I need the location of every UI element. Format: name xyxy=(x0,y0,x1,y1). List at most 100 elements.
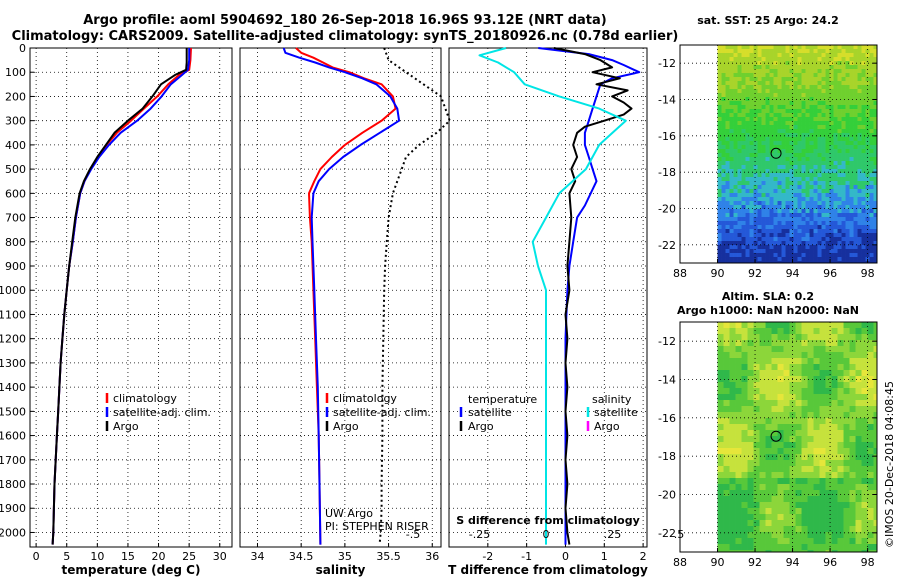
field-cell xyxy=(853,149,858,154)
field-cell xyxy=(773,225,778,230)
field-cell xyxy=(809,205,814,210)
field-cell xyxy=(745,221,750,226)
field-cell xyxy=(845,153,850,158)
field-cell xyxy=(725,109,730,114)
field-cell xyxy=(735,502,742,509)
field-cell xyxy=(717,478,724,485)
field-cell xyxy=(765,181,770,186)
field-cell xyxy=(817,97,822,102)
field-cell xyxy=(809,153,814,158)
field-cell xyxy=(737,133,742,138)
field-cell xyxy=(761,177,766,182)
field-cell xyxy=(793,97,798,102)
field-cell xyxy=(837,137,842,142)
field-cell xyxy=(813,229,818,234)
field-cell xyxy=(817,225,822,230)
field-cell xyxy=(717,89,722,94)
field-cell xyxy=(793,237,798,242)
field-cell xyxy=(749,129,754,134)
field-cell xyxy=(855,406,862,413)
field-cell xyxy=(819,400,826,407)
field-cell xyxy=(813,478,820,485)
field-cell xyxy=(797,249,802,254)
field-cell xyxy=(769,249,774,254)
field-cell xyxy=(797,245,802,250)
field-cell xyxy=(837,514,844,521)
field-cell xyxy=(741,189,746,194)
field-cell xyxy=(789,173,794,178)
field-cell xyxy=(753,165,758,170)
field-cell xyxy=(765,442,772,449)
field-cell xyxy=(781,73,786,78)
field-cell xyxy=(813,442,820,449)
field-cell xyxy=(837,328,844,335)
field-cell xyxy=(795,430,802,437)
field-cell xyxy=(809,145,814,150)
field-cell xyxy=(845,249,850,254)
field-cell xyxy=(867,406,874,413)
field-cell xyxy=(829,117,834,122)
map-lat-label: -12 xyxy=(658,335,676,348)
field-cell xyxy=(789,61,794,66)
field-cell xyxy=(797,169,802,174)
field-cell xyxy=(857,45,862,50)
field-cell xyxy=(869,113,874,118)
field-cell xyxy=(759,490,766,497)
field-cell xyxy=(813,77,818,82)
field-cell xyxy=(789,478,796,485)
field-cell xyxy=(741,105,746,110)
field-cell xyxy=(723,376,730,383)
field-cell xyxy=(867,490,874,497)
field-cell xyxy=(789,496,796,503)
field-cell xyxy=(789,49,794,54)
field-cell xyxy=(725,45,730,50)
field-cell xyxy=(805,257,810,262)
field-cell xyxy=(729,526,736,533)
field-cell xyxy=(813,157,818,162)
map-lon-label: 88 xyxy=(673,556,687,569)
legend-label: Argo xyxy=(468,420,494,433)
field-cell xyxy=(759,430,766,437)
field-cell xyxy=(777,65,782,70)
field-cell xyxy=(761,61,766,66)
field-cell xyxy=(869,89,874,94)
field-cell xyxy=(717,430,724,437)
field-cell xyxy=(817,157,822,162)
field-cell xyxy=(783,412,790,419)
field-cell xyxy=(861,181,866,186)
field-cell xyxy=(825,113,830,118)
field-cell xyxy=(741,394,748,401)
field-cell xyxy=(817,169,822,174)
field-cell xyxy=(857,105,862,110)
field-cell xyxy=(837,406,844,413)
field-cell xyxy=(759,532,766,539)
field-cell xyxy=(729,334,736,341)
field-cell xyxy=(845,85,850,90)
field-cell xyxy=(829,197,834,202)
field-cell xyxy=(807,550,814,553)
field-cell xyxy=(759,400,766,407)
field-cell xyxy=(853,181,858,186)
field-cell xyxy=(831,400,838,407)
field-cell xyxy=(745,113,750,118)
field-cell xyxy=(795,496,802,503)
field-cell xyxy=(781,241,786,246)
field-cell xyxy=(733,97,738,102)
field-cell xyxy=(807,352,814,359)
field-cell xyxy=(801,69,806,74)
field-cell xyxy=(813,105,818,110)
field-cell xyxy=(841,253,846,258)
field-cell xyxy=(759,496,766,503)
field-cell xyxy=(749,125,754,130)
field-cell xyxy=(857,205,862,210)
field-cell xyxy=(793,89,798,94)
field-cell xyxy=(807,334,814,341)
field-cell xyxy=(853,145,858,150)
field-cell xyxy=(857,77,862,82)
field-cell xyxy=(797,49,802,54)
field-cell xyxy=(773,49,778,54)
field-cell xyxy=(853,113,858,118)
field-cell xyxy=(797,217,802,222)
field-cell xyxy=(797,137,802,142)
field-cell xyxy=(781,53,786,58)
